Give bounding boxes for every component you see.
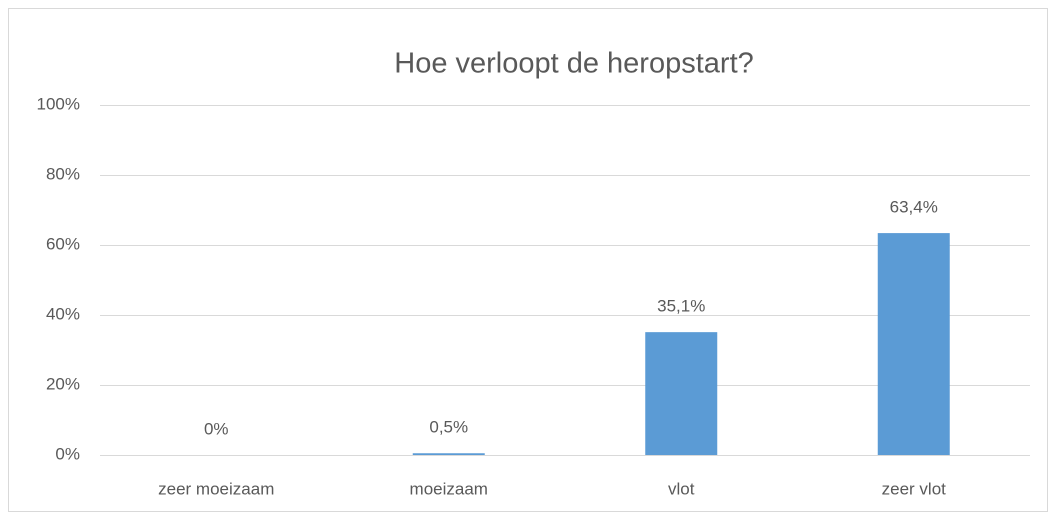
y-tick-label: 60% [46, 234, 80, 253]
y-tick-label: 40% [46, 304, 80, 323]
x-tick-label: moeizaam [410, 479, 488, 498]
x-tick-label: vlot [668, 479, 695, 498]
data-label: 0,5% [429, 418, 468, 437]
bar [645, 332, 718, 455]
x-tick-label: zeer moeizaam [158, 479, 274, 498]
chart-title: Hoe verloopt de heropstart? [394, 48, 754, 80]
data-label: 35,1% [657, 297, 705, 316]
data-label: 63,4% [890, 198, 938, 217]
y-tick-label: 100% [37, 94, 80, 113]
data-label: 0% [204, 419, 229, 438]
x-tick-label: zeer vlot [882, 479, 947, 498]
y-tick-label: 80% [46, 164, 80, 183]
y-tick-label: 0% [55, 444, 80, 463]
bar [412, 453, 485, 455]
y-tick-label: 20% [46, 374, 80, 393]
chart-border [8, 8, 1048, 512]
bar [877, 233, 950, 455]
